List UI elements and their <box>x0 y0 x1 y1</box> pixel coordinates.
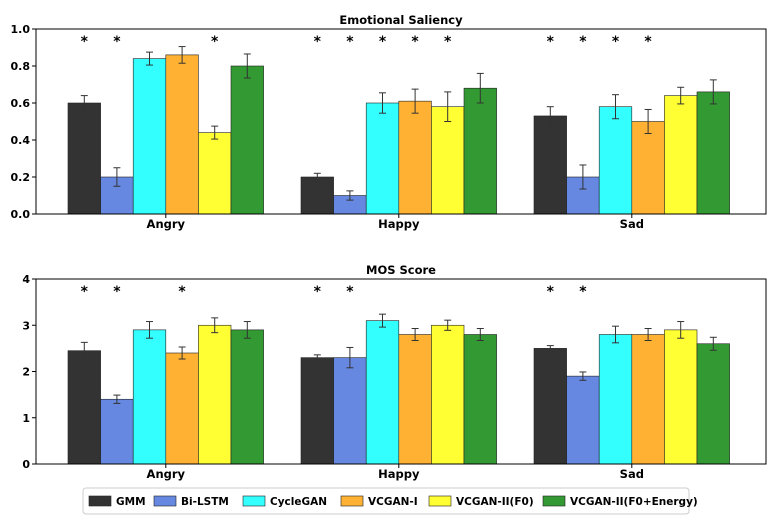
bar <box>198 324 232 465</box>
significance-marker: * <box>81 34 89 50</box>
x-tick-label: Angry <box>147 217 186 231</box>
bar <box>300 357 334 465</box>
x-tick-label: Happy <box>378 217 420 231</box>
bar <box>198 132 232 215</box>
x-tick-label: Sad <box>620 467 644 481</box>
significance-marker: * <box>346 284 354 300</box>
significance-marker: * <box>579 34 587 50</box>
significance-marker: * <box>178 284 186 300</box>
y-tick-label: 0.0 <box>11 208 31 221</box>
legend-label: VCGAN-II(F0+Energy) <box>570 496 698 508</box>
legend-entry: VCGAN-II(F0) <box>428 495 534 508</box>
bar <box>696 91 730 215</box>
bar <box>398 100 432 215</box>
bar <box>365 102 400 215</box>
plot-frame <box>35 28 767 215</box>
significance-marker: * <box>547 34 555 50</box>
legend-label: VCGAN-I <box>368 496 418 508</box>
bar <box>533 348 567 465</box>
mos-score-chart: MOS Score 0 1 2 3 4 * * * * * * * Angry Happy Sad <box>22 263 767 481</box>
emotional-saliency-chart: Emotional Saliency 0.0 0.2 0.4 0.6 0.8 1.0 * * * *… <box>11 13 767 231</box>
bar <box>664 329 698 465</box>
legend-entry: GMM <box>88 495 146 508</box>
significance-marker: * <box>411 34 419 50</box>
y-tick-label: 3 <box>22 319 30 332</box>
y-tick-label: 0 <box>22 458 30 471</box>
legend-label: GMM <box>116 496 146 508</box>
plot-frame <box>35 278 767 465</box>
legend-swatch <box>153 495 177 507</box>
significance-marker: * <box>612 34 620 50</box>
bar <box>230 329 264 465</box>
legend-entry: CycleGAN <box>242 495 327 508</box>
bar <box>533 115 567 215</box>
significance-marker: * <box>579 284 587 300</box>
legend-entry: Bi-LSTM <box>153 495 229 508</box>
bar <box>631 334 665 465</box>
legend-label: VCGAN-II(F0) <box>456 496 534 508</box>
legend: GMM Bi-LSTM CycleGAN VCGAN-I VCGAN-II(F0… <box>82 487 698 515</box>
bar <box>696 343 730 465</box>
bar <box>463 334 497 465</box>
y-tick-label: 0.2 <box>11 171 31 184</box>
significance-marker: * <box>314 34 322 50</box>
legend-frame <box>82 487 690 515</box>
bar <box>165 352 199 465</box>
significance-marker: * <box>379 34 387 50</box>
legend-entry: VCGAN-II(F0+Energy) <box>542 495 698 508</box>
legend-swatch <box>428 495 452 507</box>
bar <box>664 95 698 215</box>
significance-marker: * <box>113 34 121 50</box>
bar <box>100 398 134 465</box>
x-tick-label: Happy <box>378 467 420 481</box>
bar <box>67 350 101 465</box>
legend-swatch <box>88 495 112 507</box>
chart-title: MOS Score <box>366 263 436 277</box>
x-tick-label: Sad <box>620 217 644 231</box>
bar <box>333 357 367 465</box>
bar <box>431 106 465 215</box>
bar <box>631 121 665 215</box>
bar <box>398 334 432 465</box>
significance-marker: * <box>346 34 354 50</box>
significance-marker: * <box>81 284 89 300</box>
bar <box>132 58 167 215</box>
bar <box>67 102 101 215</box>
legend-label: CycleGAN <box>270 496 327 508</box>
bar <box>566 375 600 465</box>
chart-title: Emotional Saliency <box>339 13 463 27</box>
y-tick-label: 1.0 <box>11 23 31 36</box>
y-tick-label: 0.4 <box>11 134 31 147</box>
significance-marker: * <box>314 284 322 300</box>
legend-swatch <box>242 495 266 507</box>
legend-label: Bi-LSTM <box>181 496 229 508</box>
bar <box>132 329 167 465</box>
legend-swatch <box>340 495 364 507</box>
bar <box>598 334 633 465</box>
bar <box>230 65 264 215</box>
bar <box>463 87 497 215</box>
y-tick-label: 0.6 <box>11 97 31 110</box>
significance-marker: * <box>547 284 555 300</box>
bar <box>598 106 633 215</box>
significance-marker: * <box>211 34 219 50</box>
legend-entry: VCGAN-I <box>340 495 418 508</box>
bar <box>431 324 465 465</box>
y-tick-label: 4 <box>22 273 30 286</box>
bar <box>165 54 199 215</box>
bar <box>300 176 334 215</box>
y-tick-label: 0.8 <box>11 60 31 73</box>
bar <box>365 320 400 465</box>
y-tick-label: 1 <box>22 412 30 425</box>
significance-marker: * <box>113 284 121 300</box>
x-tick-label: Angry <box>147 467 186 481</box>
y-tick-label: 2 <box>22 366 30 379</box>
legend-swatch <box>542 495 566 507</box>
significance-marker: * <box>644 34 652 50</box>
significance-marker: * <box>444 34 452 50</box>
